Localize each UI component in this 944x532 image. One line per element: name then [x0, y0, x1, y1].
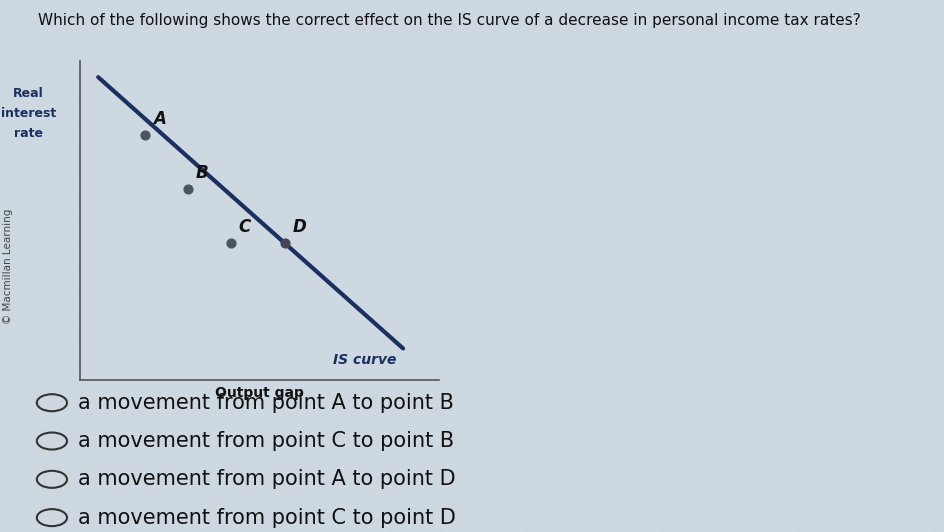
- Text: a movement from point A to point D: a movement from point A to point D: [78, 469, 456, 489]
- Text: a movement from point A to point B: a movement from point A to point B: [78, 393, 454, 413]
- Text: A: A: [153, 110, 165, 128]
- X-axis label: Output gap: Output gap: [215, 386, 304, 400]
- Text: © Macmillan Learning: © Macmillan Learning: [3, 209, 12, 323]
- Text: B: B: [195, 164, 209, 182]
- Point: [137, 130, 152, 139]
- Point: [278, 239, 293, 247]
- Point: [224, 239, 239, 247]
- Text: a movement from point C to point B: a movement from point C to point B: [78, 431, 454, 451]
- Point: [180, 185, 195, 193]
- Text: Real: Real: [13, 87, 43, 99]
- Text: rate: rate: [14, 127, 42, 140]
- Text: C: C: [239, 218, 251, 236]
- Text: interest: interest: [1, 107, 56, 120]
- Text: IS curve: IS curve: [332, 353, 396, 367]
- Text: Which of the following shows the correct effect on the IS curve of a decrease in: Which of the following shows the correct…: [38, 13, 861, 28]
- Text: D: D: [293, 218, 307, 236]
- Text: a movement from point C to point D: a movement from point C to point D: [78, 508, 456, 528]
